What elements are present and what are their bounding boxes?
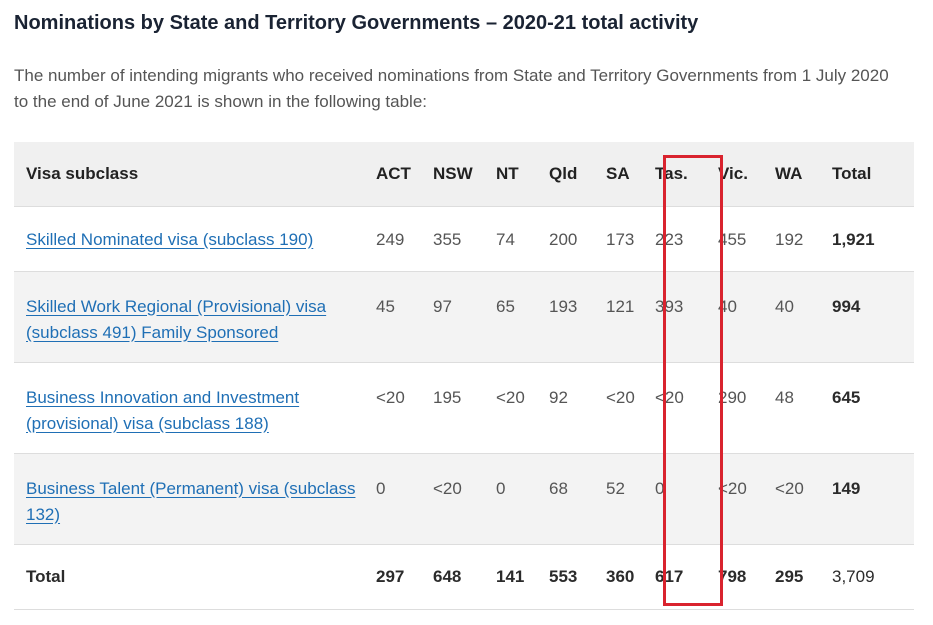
header-visa-subclass: Visa subclass (14, 142, 364, 207)
total-tas: 617 (643, 544, 706, 610)
header-vic: Vic. (706, 142, 763, 207)
visa-link-491[interactable]: Skilled Work Regional (Provisional) visa… (26, 296, 327, 342)
total-nsw: 648 (421, 544, 484, 610)
cell-qld: 200 (537, 206, 594, 272)
page-title: Nominations by State and Territory Gover… (14, 12, 699, 34)
cell-qld: 193 (537, 271, 594, 363)
cell-wa: 192 (763, 206, 820, 272)
table-row: Skilled Work Regional (Provisional) visa… (14, 271, 914, 363)
header-sa: SA (594, 142, 643, 207)
cell-qld: 92 (537, 362, 594, 454)
intro-paragraph: The number of intending migrants who rec… (14, 66, 889, 111)
cell-act: 249 (364, 206, 421, 272)
cell-total: 1,921 (820, 206, 914, 272)
cell-vic: 40 (706, 271, 763, 363)
cell-act: <20 (364, 362, 421, 454)
table-header-row: Visa subclass ACT NSW NT Qld SA Tas. Vic… (14, 142, 914, 207)
header-total: Total (820, 142, 914, 207)
total-sa: 360 (594, 544, 643, 610)
cell-tas: 0 (643, 453, 706, 545)
cell-sa: <20 (594, 362, 643, 454)
visa-link-188[interactable]: Business Innovation and Investment (prov… (26, 387, 300, 433)
header-wa: WA (763, 142, 820, 207)
nominations-table: Visa subclass ACT NSW NT Qld SA Tas. Vic… (14, 142, 914, 610)
cell-sa: 121 (594, 271, 643, 363)
cell-total: 645 (820, 362, 914, 454)
cell-act: 45 (364, 271, 421, 363)
cell-nsw: 355 (421, 206, 484, 272)
cell-nt: 65 (484, 271, 537, 363)
cell-tas: 223 (643, 206, 706, 272)
cell-tas: 393 (643, 271, 706, 363)
total-nt: 141 (484, 544, 537, 610)
header-qld: Qld (537, 142, 594, 207)
table-total-row: Total 297 648 141 553 360 617 798 295 3,… (14, 544, 914, 610)
header-act: ACT (364, 142, 421, 207)
table-row: Skilled Nominated visa (subclass 190) 24… (14, 206, 914, 272)
visa-link-190[interactable]: Skilled Nominated visa (subclass 190) (26, 229, 314, 249)
cell-sa: 173 (594, 206, 643, 272)
cell-nt: 0 (484, 453, 537, 545)
total-vic: 798 (706, 544, 763, 610)
cell-vic: <20 (706, 453, 763, 545)
header-nt: NT (484, 142, 537, 207)
cell-vic: 455 (706, 206, 763, 272)
cell-total: 149 (820, 453, 914, 545)
cell-qld: 68 (537, 453, 594, 545)
cell-wa: <20 (763, 453, 820, 545)
header-tas: Tas. (643, 142, 706, 207)
cell-wa: 40 (763, 271, 820, 363)
total-wa: 295 (763, 544, 820, 610)
cell-nt: <20 (484, 362, 537, 454)
table-row: Business Talent (Permanent) visa (subcla… (14, 453, 914, 545)
total-act: 297 (364, 544, 421, 610)
visa-link-132[interactable]: Business Talent (Permanent) visa (subcla… (26, 478, 356, 524)
cell-wa: 48 (763, 362, 820, 454)
total-label: Total (14, 544, 364, 610)
table-row: Business Innovation and Investment (prov… (14, 362, 914, 454)
total-qld: 553 (537, 544, 594, 610)
cell-nsw: <20 (421, 453, 484, 545)
cell-nt: 74 (484, 206, 537, 272)
cell-vic: 290 (706, 362, 763, 454)
cell-act: 0 (364, 453, 421, 545)
cell-tas: <20 (643, 362, 706, 454)
grand-total: 3,709 (820, 544, 914, 610)
cell-total: 994 (820, 271, 914, 363)
cell-sa: 52 (594, 453, 643, 545)
cell-nsw: 195 (421, 362, 484, 454)
header-nsw: NSW (421, 142, 484, 207)
cell-nsw: 97 (421, 271, 484, 363)
